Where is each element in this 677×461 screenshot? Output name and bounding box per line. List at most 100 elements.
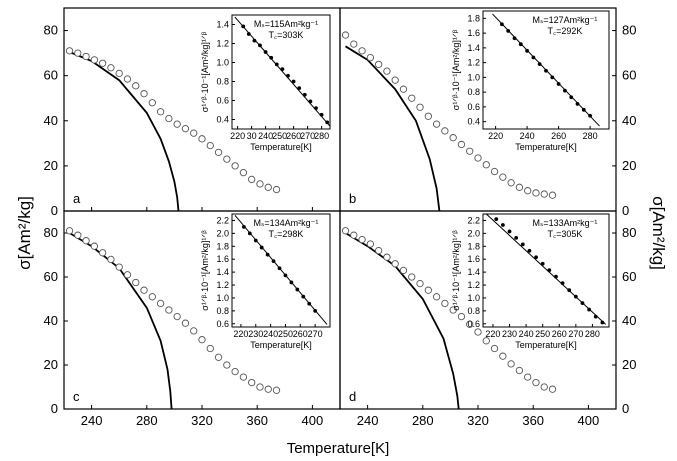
inset-y-tick-label: 1.0	[216, 293, 229, 303]
inset-y-tick-label: 0.4	[216, 115, 229, 125]
inset-x-tick-label: 240	[520, 131, 535, 141]
data-point	[198, 336, 206, 344]
data-point	[198, 135, 206, 143]
inset-data-point	[301, 294, 306, 299]
inset-data-point	[252, 38, 257, 43]
inset-x-tick-label: 260	[551, 131, 566, 141]
inset-data-point	[550, 75, 555, 80]
data-point	[165, 114, 173, 123]
inset-annotation: Mₛ=133Am²kg⁻¹	[533, 218, 598, 228]
data-point	[214, 148, 223, 157]
data-point	[548, 191, 557, 199]
data-point	[358, 47, 366, 55]
x-tick-label: 400	[578, 413, 600, 428]
inset-x-label: Temperature[K]	[515, 340, 577, 350]
data-point	[532, 378, 540, 387]
inset-data-point	[537, 62, 542, 66]
data-point	[341, 31, 350, 39]
inset-y-tick-label: 1.0	[216, 58, 229, 68]
data-point	[272, 185, 281, 194]
inset-y-tick-label: 0.6	[216, 319, 229, 329]
x-tick-label: 320	[191, 413, 213, 428]
inset-data-point	[280, 67, 285, 72]
inset-y-tick-label: 1.6	[467, 254, 480, 264]
data-point	[74, 49, 82, 57]
inset-data-point	[507, 229, 512, 234]
inset-x-tick-label: 260	[286, 131, 301, 141]
data-point	[165, 306, 173, 314]
inset-y-tick-label: 0.8	[216, 306, 229, 316]
data-point	[214, 353, 223, 361]
inset-data-point	[573, 294, 578, 299]
y-axis-label-right: σ[Am²/kg]	[649, 196, 668, 270]
data-point	[223, 155, 231, 163]
x-tick-label: 280	[136, 413, 158, 428]
inset-x-tick-label: 260	[552, 329, 567, 339]
inset-data-point	[258, 43, 262, 48]
y-tick-label: 20	[622, 357, 636, 372]
data-point	[499, 352, 507, 360]
data-point	[82, 237, 90, 245]
inset-y-label: σ¹ᐟᵝ·10⁻¹[Am²/kg]¹ᐟᵝ	[200, 31, 210, 112]
data-point	[374, 246, 383, 255]
inset-x-tick-label: 260	[293, 329, 308, 339]
inset-data-point	[575, 102, 580, 106]
panel-b: 0 20 40 60 80 b 0.4 0.6 0.8 1.0 1.2 1.4 1.6 1.8 220 240…	[339, 7, 636, 218]
data-point	[524, 187, 532, 195]
inset-y-tick-label: 0.8	[216, 77, 229, 87]
inset-x-label: Temperature[K]	[250, 142, 312, 152]
theory-curve	[345, 45, 441, 212]
data-point	[256, 180, 264, 188]
inset-y-label: σ¹ᐟᵝ·10⁻¹[Am²/kg]¹ᐟᵝ	[200, 230, 210, 311]
data-point	[515, 183, 524, 191]
inset-data-point	[295, 287, 300, 292]
data-point	[65, 47, 74, 55]
data-point	[457, 312, 466, 321]
y-tick-label: 20	[622, 158, 636, 173]
inset-x-tick-label: 240	[263, 329, 278, 339]
panel-d: 0 20 40 60 80 240 280 320 360 400 d 0.6 0.8 1.0 1.2 1.4…	[339, 210, 636, 428]
data-point	[399, 85, 408, 93]
x-tick-label: 360	[522, 413, 544, 428]
data-point	[190, 327, 198, 335]
data-point	[548, 385, 557, 393]
inset-data-point	[593, 314, 598, 319]
data-point	[98, 249, 107, 257]
inset-x-tick-label: 270	[300, 131, 315, 141]
data-point	[490, 167, 499, 176]
panel-c: 0 20 40 60 80 240 280 320 360 400 c 0.6 0.8 1.0 1.2 1.4…	[44, 210, 341, 428]
inset-data-point	[277, 266, 282, 271]
data-point	[156, 108, 165, 116]
inset-data-point	[560, 281, 565, 285]
inset-y-tick-label: 1.6	[216, 254, 229, 264]
data-point	[399, 266, 408, 275]
inset-y-tick-label: 0.6	[467, 102, 480, 112]
data-point	[540, 190, 548, 198]
inset-y-tick-label: 1.8	[467, 241, 480, 251]
inset-annotation: T꜀=303K	[269, 30, 304, 40]
panel-letter: c	[73, 389, 80, 404]
data-point	[173, 120, 181, 128]
inset-data-point	[307, 301, 312, 306]
inset-y-tick-label: 0.6	[216, 96, 229, 106]
inset-y-tick-label: 0.8	[467, 306, 480, 316]
inset-x-tick-label: 250	[278, 329, 293, 339]
inset-x-tick-label: 240	[519, 329, 534, 339]
inset-x-tick-label: 280	[314, 131, 329, 141]
inset-y-tick-label: 1.0	[467, 293, 480, 303]
data-point	[248, 175, 256, 184]
inset-data-point	[325, 120, 330, 125]
inset-data-point	[547, 268, 552, 273]
inset-y-tick-label: 1.6	[467, 28, 480, 38]
inset-annotation: T꜀=305K	[548, 229, 583, 239]
inset-y-tick-label: 1.4	[467, 43, 480, 53]
data-point	[239, 373, 248, 381]
inset-data-point	[494, 217, 499, 222]
inset-data-point	[319, 112, 324, 117]
inset-annotation: Mₛ=134Am²kg⁻¹	[254, 218, 319, 228]
inset-x-tick-label: 230	[248, 329, 263, 339]
data-point	[482, 337, 490, 345]
inset-x-tick-label: 220	[230, 131, 245, 141]
data-point	[507, 179, 515, 187]
inset-data-point	[531, 55, 536, 60]
